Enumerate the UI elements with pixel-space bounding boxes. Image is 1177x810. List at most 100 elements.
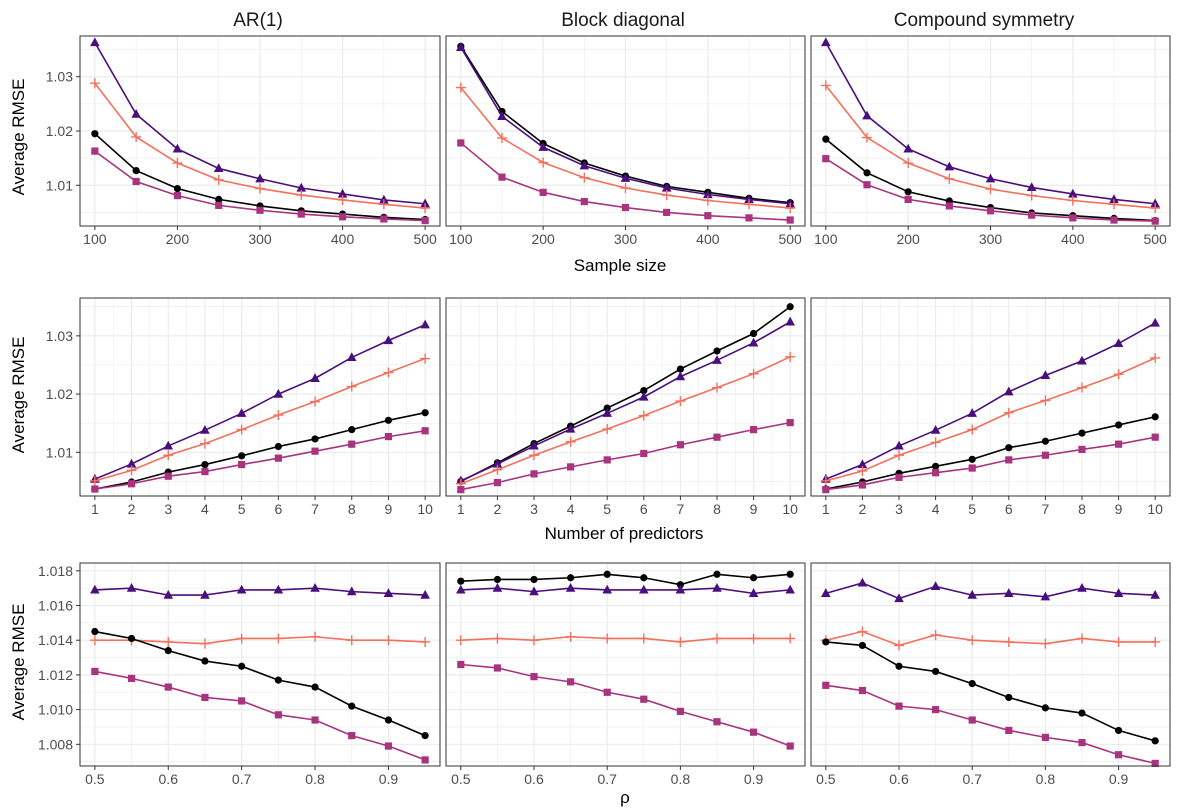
x-tick-label-0_6: 0.6	[159, 771, 179, 787]
point-square-x200	[539, 188, 547, 196]
point-plus-x5	[236, 424, 247, 435]
point-plus-x100	[455, 82, 466, 93]
y-tick-label-1_03: 1.03	[46, 69, 73, 85]
point-square-x0_85	[713, 718, 721, 726]
panel-r2-c1: 1 2 3 4 5 6 7 8 9 10 1.01 1.02 1.03	[46, 297, 441, 517]
point-circle-x9	[749, 329, 758, 338]
point-circle-x6	[1005, 444, 1013, 452]
point-square-x4	[932, 469, 940, 477]
point-circle-x150	[863, 169, 871, 177]
point-triangle-x250	[213, 163, 224, 173]
point-square-x400	[704, 212, 712, 220]
panel-border	[445, 562, 806, 767]
y-tick-label-1_03: 1.03	[46, 328, 73, 344]
point-square-x0_7	[238, 697, 246, 705]
point-square-x200	[173, 192, 182, 200]
point-plus-x9	[1113, 369, 1124, 380]
point-circle-x5	[968, 455, 976, 463]
x-tick-label-10: 10	[1147, 501, 1163, 517]
x-tick-label-9: 9	[1115, 501, 1123, 517]
point-plus-x300	[255, 183, 265, 194]
point-triangle-x2	[857, 459, 868, 469]
point-square-x0_5	[457, 660, 465, 669]
point-square-x250	[945, 202, 953, 210]
y-axis-titles: Average RMSE Average RMSE Average RMSE	[9, 79, 28, 721]
point-plus-x250	[944, 173, 955, 184]
y-tick-label-1_012: 1.012	[38, 667, 73, 683]
series-line-plus	[94, 635, 426, 645]
point-square-x450	[745, 214, 753, 222]
point-triangle-x0_55	[126, 582, 137, 592]
point-triangle-x0_9	[748, 588, 759, 597]
point-triangle-x0_9	[1113, 588, 1124, 597]
point-circle-x0_9	[384, 716, 393, 724]
point-circle-x6	[274, 442, 282, 451]
point-square-x500	[786, 216, 794, 224]
point-triangle-x0_8	[1040, 591, 1051, 601]
point-plus-x200	[903, 158, 914, 169]
point-plus-x150	[131, 131, 142, 142]
x-tick-label-2: 2	[859, 501, 867, 517]
point-triangle-x0_75	[273, 584, 284, 594]
series-line-circle	[825, 416, 1156, 490]
point-plus-x0_55	[857, 626, 868, 637]
panel-r2-c2: 1 2 3 4 5 6 7 8 9 10	[445, 297, 806, 517]
x-tick-label-6: 6	[640, 501, 648, 517]
point-square-x500	[421, 216, 429, 225]
point-square-x10	[421, 427, 429, 435]
point-triangle-x2	[126, 458, 137, 468]
panel-border	[810, 562, 1171, 767]
point-circle-x7	[676, 365, 684, 373]
point-triangle-x10	[785, 316, 795, 326]
point-plus-x1	[89, 475, 100, 486]
point-triangle-x0_7	[236, 584, 247, 594]
point-triangle-x7	[310, 373, 320, 382]
x-tick-label-0_8: 0.8	[671, 771, 691, 787]
point-circle-x8	[1078, 429, 1086, 437]
point-circle-x0_5	[457, 577, 465, 585]
point-circle-x0_65	[932, 667, 940, 676]
point-plus-x350	[661, 190, 672, 201]
point-triangle-x400	[337, 188, 348, 198]
y-tick-label-1_02: 1.02	[46, 123, 73, 139]
point-triangle-x400	[1068, 188, 1078, 198]
point-square-x0_9	[1114, 751, 1123, 759]
point-circle-x0_55	[858, 641, 867, 650]
point-circle-x0_55	[493, 575, 502, 584]
series-line-square	[825, 684, 1156, 765]
point-square-x4	[201, 467, 209, 476]
point-triangle-x100	[456, 42, 466, 51]
point-triangle-x0_5	[456, 584, 466, 594]
point-plus-x6	[638, 410, 649, 421]
point-square-x0_8	[311, 716, 319, 724]
x-tick-label-100: 100	[449, 231, 473, 247]
point-triangle-x10	[1150, 317, 1160, 327]
y-tick-label-1_01: 1.010	[38, 702, 73, 718]
x-tick-label-0_7: 0.7	[597, 771, 617, 787]
point-square-x3	[530, 470, 538, 478]
point-plus-x400	[702, 195, 713, 206]
point-square-x0_85	[1078, 738, 1086, 747]
point-triangle-x0_7	[967, 589, 978, 599]
point-square-x3	[164, 472, 172, 480]
point-square-x5	[603, 456, 611, 464]
point-circle-x0_55	[127, 634, 136, 643]
panel-r3-c1: 0.5 0.6 0.7 0.8 0.9 1.008 1.010 1.012 1.014 1.016…	[38, 562, 441, 787]
x-tick-label-200: 200	[166, 231, 190, 247]
point-triangle-x500	[785, 198, 795, 208]
point-square-x9	[384, 433, 393, 441]
x-tick-label-0_5: 0.5	[451, 771, 471, 787]
point-circle-x0_75	[640, 574, 648, 582]
point-triangle-x250	[579, 160, 590, 170]
x-tick-label-300: 300	[248, 231, 272, 247]
point-circle-x0_95	[786, 570, 794, 578]
point-triangle-x9	[383, 335, 394, 345]
x-tick-label-200: 200	[896, 231, 920, 247]
point-triangle-x0_8	[310, 582, 320, 592]
point-plus-x3	[529, 450, 540, 461]
x-tick-label-8: 8	[348, 501, 356, 517]
point-triangle-x300	[620, 173, 631, 182]
point-square-x400	[1069, 214, 1077, 222]
series-line-triangle	[825, 582, 1156, 600]
point-triangle-x0_65	[930, 581, 941, 591]
